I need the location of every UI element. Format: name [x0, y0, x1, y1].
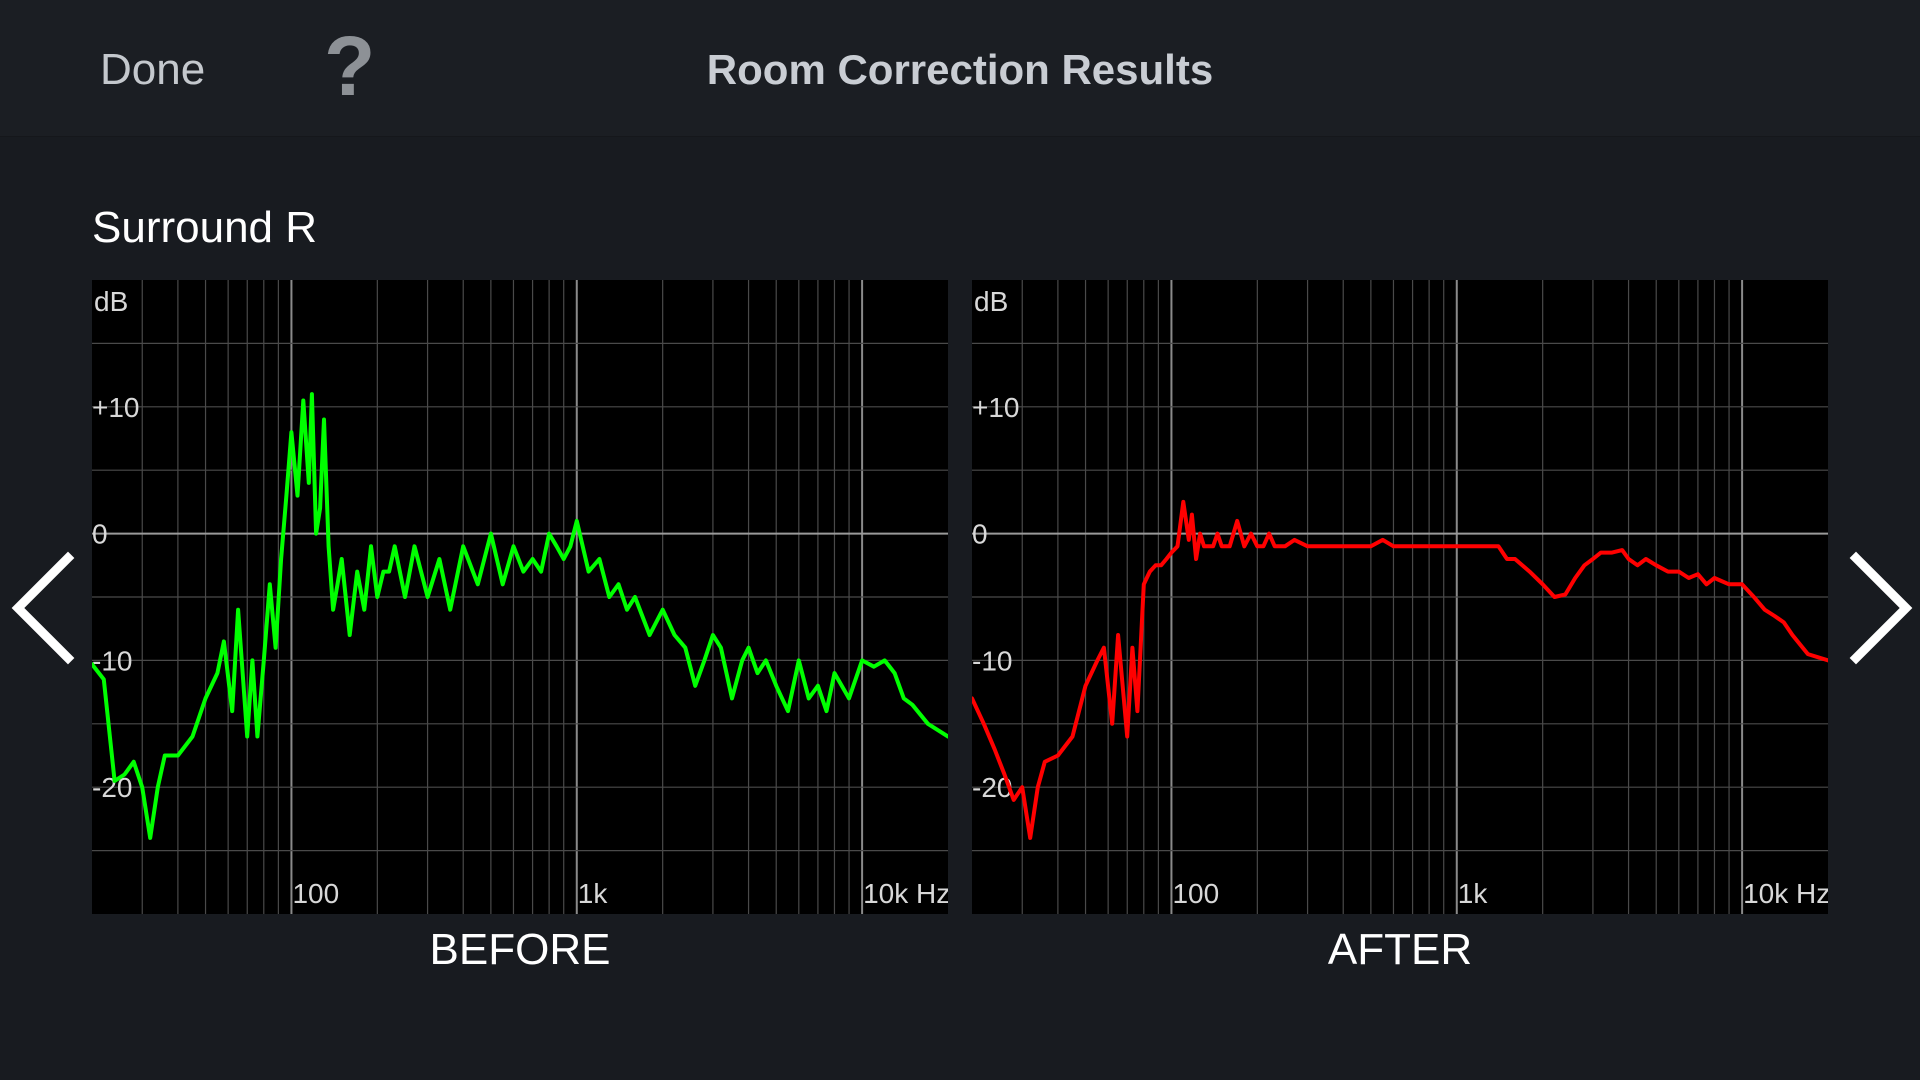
next-channel-button[interactable] [1836, 548, 1920, 668]
before-ylabel: dB [94, 286, 128, 317]
before-xtick-label: 10k Hz [863, 878, 948, 909]
after-caption: AFTER [1327, 925, 1473, 974]
done-button[interactable]: Done [100, 45, 206, 94]
page-title: Room Correction Results [706, 46, 1214, 93]
before-chart: dB +10 0 -10 -20 100 1k 10k Hz [92, 280, 948, 914]
chevron-left-icon [11, 551, 75, 665]
after-ytick-label: 0 [972, 519, 988, 550]
after-chart: dB +10 0 -10 -20 100 1k 10k Hz [972, 280, 1828, 914]
after-ylabel: dB [974, 286, 1008, 317]
top-bar: Done ? Room Correction Results [0, 0, 1920, 137]
help-question-icon: ? [324, 19, 376, 113]
before-ytick-label: +10 [92, 392, 140, 423]
channel-name: Surround R [92, 203, 318, 252]
help-button[interactable]: ? [324, 24, 375, 108]
before-caption: BEFORE [429, 925, 611, 974]
after-response-line [972, 499, 1828, 840]
chevron-right-icon [1849, 551, 1913, 665]
before-xtick-label: 100 [292, 878, 339, 909]
after-ytick-label: -10 [972, 645, 1012, 676]
before-response-line [92, 392, 948, 840]
before-ytick-label: 0 [92, 519, 108, 550]
before-xtick-label: 1k [578, 878, 609, 909]
after-ytick-label: +10 [972, 392, 1020, 423]
after-xtick-label: 1k [1458, 878, 1489, 909]
previous-channel-button[interactable] [4, 548, 88, 668]
after-xtick-label: 10k Hz [1743, 878, 1828, 909]
after-xtick-label: 100 [1172, 878, 1219, 909]
